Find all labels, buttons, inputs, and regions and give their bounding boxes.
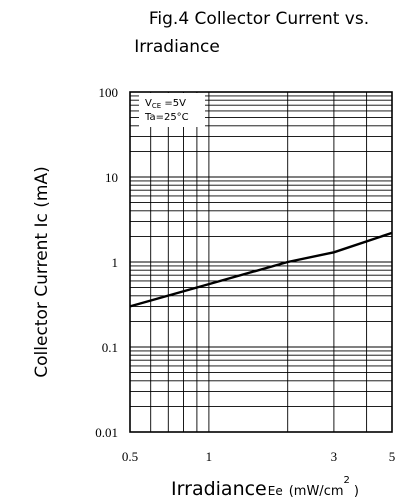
- conditions-box: [139, 93, 205, 127]
- series-line: [129, 231, 393, 308]
- y-tick-label: 0.01: [95, 425, 118, 440]
- grid: [129, 92, 393, 433]
- series-layer: [129, 231, 393, 308]
- tick-labels: 100 10 1 0.1 0.01 0.5 1 3 5: [95, 85, 395, 464]
- y-tick-label: 0.1: [102, 340, 118, 355]
- x-tick-label: 0.5: [122, 449, 138, 464]
- y-axis-label: Collector Current Ic (mA): [32, 166, 52, 377]
- x-tick-label: 3: [331, 449, 338, 464]
- x-tick-label: 5: [389, 449, 396, 464]
- y-tick-label: 1: [112, 255, 119, 270]
- x-axis-label: IrradianceEe (mW/cm2): [171, 475, 359, 500]
- chart-title-line-2: Irradiance: [134, 37, 220, 57]
- y-tick-label: 10: [105, 170, 118, 185]
- condition-vce: VCE =5V: [145, 98, 186, 110]
- plot-frame: [129, 91, 393, 433]
- y-tick-label: 100: [99, 85, 119, 100]
- chart-title-line-1: Fig.4 Collector Current vs.: [149, 9, 369, 29]
- x-tick-label: 1: [206, 449, 213, 464]
- condition-ta: Ta=25°C: [144, 112, 189, 123]
